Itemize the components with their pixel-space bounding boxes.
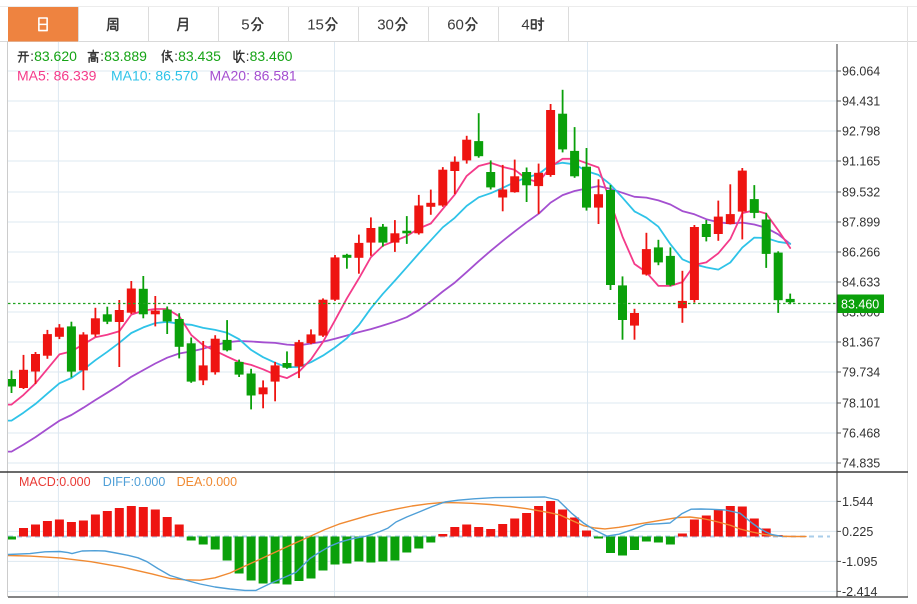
svg-text:MA10: 86.570: MA10: 86.570 — [111, 68, 198, 84]
svg-text:83.889: 83.889 — [104, 48, 147, 64]
svg-text:84.633: 84.633 — [842, 276, 880, 290]
svg-text:91.165: 91.165 — [842, 155, 880, 169]
svg-text:83.460: 83.460 — [250, 48, 293, 64]
svg-text:78.101: 78.101 — [842, 397, 880, 411]
svg-text:MA20: 86.581: MA20: 86.581 — [210, 68, 297, 84]
svg-text:79.734: 79.734 — [842, 366, 880, 380]
svg-text::: : — [174, 48, 178, 64]
svg-text:83.435: 83.435 — [178, 48, 221, 64]
svg-text:1.544: 1.544 — [842, 495, 873, 509]
svg-text:5: 5 — [241, 16, 249, 33]
svg-text:86.266: 86.266 — [842, 246, 880, 260]
svg-text:-1.095: -1.095 — [842, 555, 877, 569]
svg-text:30: 30 — [377, 16, 394, 33]
svg-text:4: 4 — [521, 16, 529, 33]
svg-text:81.367: 81.367 — [842, 336, 880, 350]
svg-text:87.899: 87.899 — [842, 216, 880, 230]
svg-text::: : — [246, 48, 250, 64]
svg-text:MA5: 86.339: MA5: 86.339 — [17, 68, 97, 84]
svg-text:60: 60 — [447, 16, 464, 33]
svg-text:DEA:0.000: DEA:0.000 — [177, 475, 238, 489]
svg-text:89.532: 89.532 — [842, 186, 880, 200]
svg-text:96.064: 96.064 — [842, 65, 880, 79]
svg-text:DIFF:0.000: DIFF:0.000 — [103, 475, 166, 489]
svg-text:15: 15 — [307, 16, 324, 33]
svg-text:92.798: 92.798 — [842, 125, 880, 139]
svg-text:MACD:0.000: MACD:0.000 — [19, 475, 91, 489]
svg-text:76.468: 76.468 — [842, 427, 880, 441]
svg-text::: : — [100, 48, 104, 64]
svg-text:83.620: 83.620 — [34, 48, 77, 64]
svg-text::: : — [30, 48, 34, 64]
svg-text:-2.414: -2.414 — [842, 585, 877, 599]
svg-text:94.431: 94.431 — [842, 95, 880, 109]
svg-text:74.835: 74.835 — [842, 457, 880, 471]
svg-text:0.225: 0.225 — [842, 525, 873, 539]
svg-text:83.460: 83.460 — [841, 298, 879, 312]
